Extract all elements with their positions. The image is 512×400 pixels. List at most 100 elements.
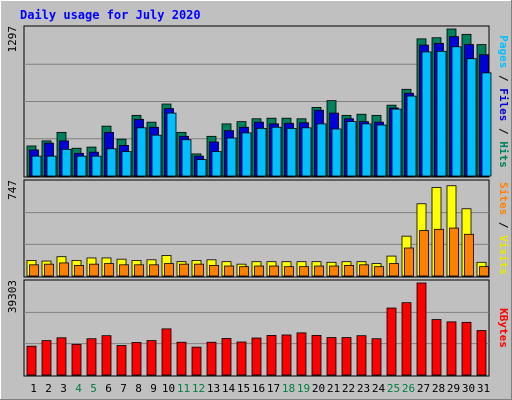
bar-kbytes-day-19	[296, 332, 307, 376]
bar-kbytes-day-31	[476, 330, 487, 376]
bar-pages-day-4	[76, 155, 87, 177]
bar-sites-day-3	[59, 262, 69, 277]
x-tick-label: 5	[90, 382, 97, 395]
bar-sites-day-1	[29, 264, 39, 277]
legend-separator: /	[497, 68, 510, 88]
x-tick-label: 31	[477, 382, 490, 395]
bar-pages-day-15	[241, 132, 252, 177]
bar-sites-day-25	[389, 263, 399, 277]
bar-sites-day-2	[44, 263, 54, 277]
bar-pages-day-14	[226, 137, 237, 177]
bar-pages-day-7	[121, 151, 132, 177]
bar-kbytes-day-3	[56, 337, 67, 376]
x-tick-label: 20	[312, 382, 325, 395]
bar-sites-day-23	[359, 264, 369, 277]
bar-kbytes-day-6	[101, 335, 112, 376]
bar-pages-day-22	[346, 121, 357, 177]
bar-kbytes-day-26	[401, 302, 412, 376]
x-tick-label: 1	[30, 382, 37, 395]
x-tick-label: 4	[75, 382, 82, 395]
bar-sites-day-19	[299, 266, 309, 277]
bar-sites-day-24	[374, 266, 384, 277]
bar-pages-day-9	[151, 134, 162, 177]
bar-kbytes-day-7	[116, 345, 127, 376]
x-tick-label: 7	[120, 382, 127, 395]
bar-sites-day-21	[329, 265, 339, 277]
x-tick-label: 24	[372, 382, 386, 395]
x-tick-label: 18	[282, 382, 295, 395]
x-axis-tick-labels: 1 2 3 4 5 6 7 8 9 10 11 12 13 14 15 16 17 18 19 20 21 22 23 24 2…	[30, 382, 490, 395]
bar-sites-day-17	[269, 265, 279, 277]
bar-kbytes-day-13	[206, 341, 217, 376]
x-tick-label: 3	[60, 382, 67, 395]
bar-sites-day-10	[164, 263, 174, 277]
bar-kbytes-day-22	[341, 337, 352, 376]
bar-sites-day-13	[209, 265, 219, 277]
bar-kbytes-day-24	[371, 338, 382, 376]
bar-pages-day-2	[46, 155, 57, 177]
x-tick-label: 23	[357, 382, 370, 395]
bar-pages-day-20	[316, 123, 327, 177]
bar-pages-day-5	[91, 155, 102, 177]
bar-pages-day-21	[331, 128, 342, 177]
bar-sites-day-22	[344, 265, 354, 277]
x-tick-label: 21	[327, 382, 340, 395]
bar-sites-day-29	[449, 227, 459, 277]
bar-sites-day-27	[419, 230, 429, 277]
bar-sites-day-28	[434, 228, 444, 277]
bar-sites-day-8	[134, 264, 144, 277]
bar-kbytes-day-21	[326, 337, 337, 376]
x-tick-label: 8	[135, 382, 142, 395]
x-tick-label: 2	[45, 382, 52, 395]
x-tick-label: 19	[297, 382, 310, 395]
bar-pages-day-8	[136, 127, 147, 177]
bar-pages-day-11	[181, 139, 192, 177]
x-tick-label: 9	[150, 382, 157, 395]
legend-hits: Hits	[497, 141, 510, 168]
bar-sites-day-6	[104, 263, 114, 277]
bar-sites-day-30	[464, 233, 474, 277]
bar-kbytes-day-14	[221, 338, 232, 376]
legend-kbytes: KBytes	[497, 308, 510, 348]
legend-separator: /	[497, 121, 510, 141]
bar-sites-day-15	[239, 266, 249, 277]
bar-kbytes-day-20	[311, 335, 322, 376]
bar-kbytes-day-5	[86, 338, 97, 376]
bar-sites-day-11	[179, 263, 189, 277]
legend-files: Files	[497, 88, 510, 121]
bar-pages-day-30	[466, 58, 477, 177]
legend-pages: Pages	[497, 35, 510, 68]
panel-1-legend: Pages / Files / Hits	[497, 35, 510, 168]
bar-sites-day-14	[224, 265, 234, 277]
bar-pages-day-23	[361, 123, 372, 177]
x-tick-label: 11	[177, 382, 190, 395]
bar-pages-day-24	[376, 124, 387, 177]
x-tick-label: 29	[447, 382, 460, 395]
bar-kbytes-day-10	[161, 328, 172, 376]
y-axis-max-label: 1297	[6, 26, 19, 53]
x-tick-label: 16	[252, 382, 265, 395]
bar-pages-day-13	[211, 151, 222, 177]
bar-pages-day-17	[271, 126, 282, 177]
x-tick-label: 30	[462, 382, 475, 395]
bar-pages-day-26	[406, 95, 417, 177]
bar-pages-day-6	[106, 148, 117, 177]
x-tick-label: 27	[417, 382, 430, 395]
bar-sites-day-31	[479, 266, 489, 277]
bar-pages-day-16	[256, 127, 267, 177]
bar-sites-day-4	[74, 265, 84, 277]
bar-kbytes-day-23	[356, 335, 367, 376]
legend-sites: Sites	[497, 182, 510, 215]
bar-pages-day-19	[301, 127, 312, 177]
bar-pages-day-1	[31, 155, 42, 177]
chart-panels: 1297 Pages / Files / Hits 747 Sites / Visit…	[6, 25, 510, 377]
panel-3: 39303 KBytes	[6, 279, 510, 377]
x-tick-label: 12	[192, 382, 205, 395]
x-tick-label: 28	[432, 382, 445, 395]
y-axis-max-label: 747	[6, 180, 19, 200]
bar-pages-day-31	[481, 72, 492, 177]
bar-kbytes-day-8	[131, 342, 142, 376]
bar-kbytes-day-12	[191, 346, 202, 376]
bar-sites-day-18	[284, 266, 294, 277]
